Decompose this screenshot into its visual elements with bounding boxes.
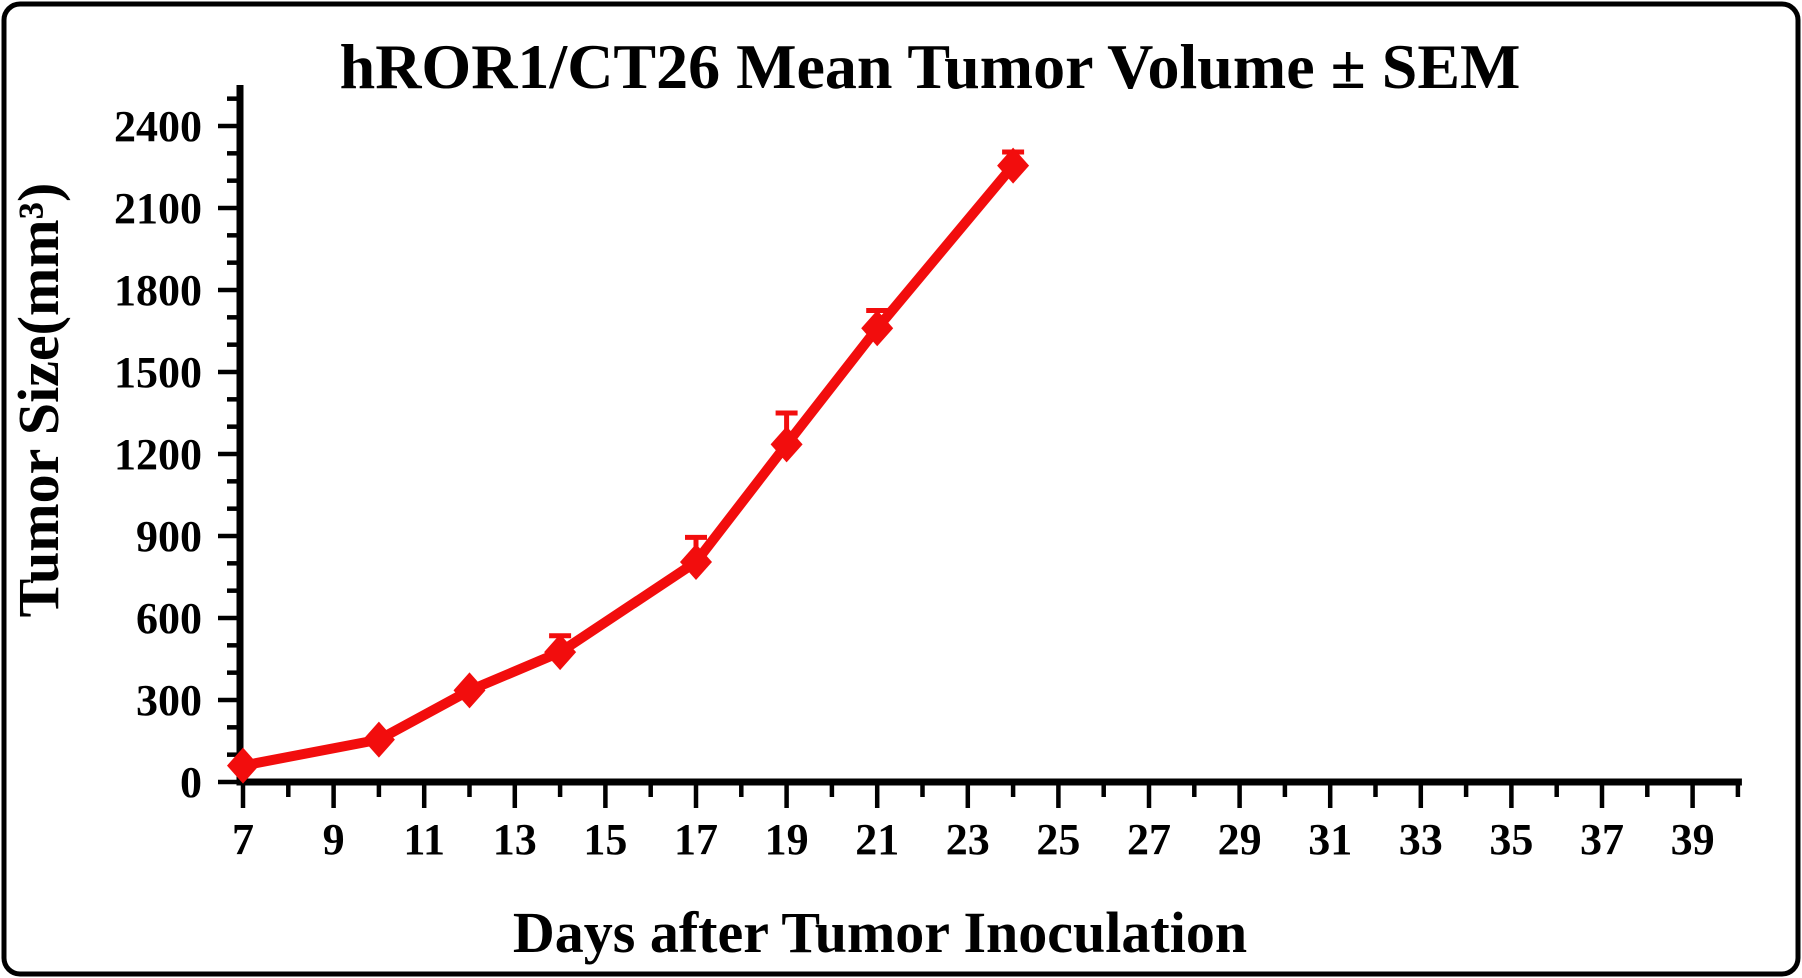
x-tick-label: 11 bbox=[403, 815, 445, 864]
y-tick-label: 1800 bbox=[114, 266, 202, 315]
axis-spines bbox=[236, 85, 1742, 786]
x-tick-label: 15 bbox=[583, 815, 627, 864]
y-tick-label: 1500 bbox=[114, 348, 202, 397]
chart-title: hROR1/CT26 Mean Tumor Volume ± SEM bbox=[340, 31, 1521, 102]
x-tick-label: 29 bbox=[1218, 815, 1262, 864]
y-tick-label: 0 bbox=[180, 758, 202, 807]
data-point-marker bbox=[362, 721, 395, 758]
x-tick-label: 39 bbox=[1671, 815, 1715, 864]
data-series bbox=[227, 147, 1030, 784]
data-point-marker bbox=[770, 426, 803, 463]
data-point-marker bbox=[680, 543, 712, 580]
x-tick-label: 31 bbox=[1308, 815, 1352, 864]
y-tick-label: 300 bbox=[136, 676, 202, 725]
data-point-marker bbox=[997, 147, 1030, 184]
y-tick-label: 600 bbox=[136, 594, 202, 643]
x-tick-label: 37 bbox=[1580, 815, 1624, 864]
data-point-marker bbox=[544, 634, 577, 671]
x-tick-label: 33 bbox=[1399, 815, 1443, 864]
x-tick-label: 19 bbox=[765, 815, 809, 864]
y-tick-label: 2100 bbox=[114, 184, 202, 233]
x-tick-label: 27 bbox=[1127, 815, 1171, 864]
y-tick-label: 900 bbox=[136, 512, 202, 561]
data-point-marker bbox=[453, 672, 486, 709]
x-tick-label: 7 bbox=[232, 815, 254, 864]
x-tick-label: 21 bbox=[855, 815, 899, 864]
x-tick-label: 9 bbox=[323, 815, 345, 864]
series-line bbox=[242, 162, 1017, 771]
x-tick-label: 25 bbox=[1036, 815, 1080, 864]
y-tick-label: 1200 bbox=[114, 430, 202, 479]
y-tick-label: 2400 bbox=[114, 102, 202, 151]
x-tick-label: 23 bbox=[946, 815, 990, 864]
error-bars bbox=[549, 149, 1025, 653]
data-point-marker bbox=[227, 747, 259, 784]
x-axis-title: Days after Tumor Inoculation bbox=[513, 900, 1247, 965]
x-tick-label: 17 bbox=[674, 815, 718, 864]
y-axis-title: Tumor Size(mm³) bbox=[6, 183, 71, 618]
x-tick-label: 13 bbox=[493, 815, 537, 864]
x-tick-label: 35 bbox=[1489, 815, 1533, 864]
axis-tick-labels: 7 9 11 13 15 17 19 21 23 25 27 29 31 33 35 37 39 0 300 600 9… bbox=[114, 102, 1715, 864]
data-point-marker bbox=[861, 310, 894, 347]
